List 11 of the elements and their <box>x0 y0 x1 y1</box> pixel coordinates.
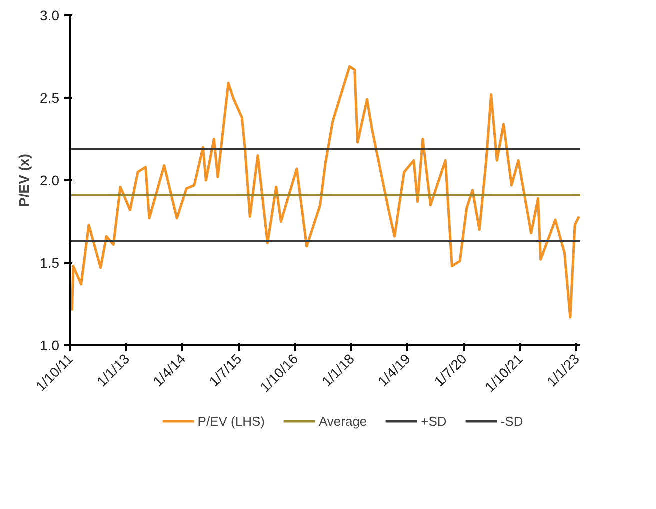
y-tick-label: 1.5 <box>40 255 60 271</box>
y-axis-title: P/EV (x) <box>16 154 32 207</box>
y-tick-label: 1.0 <box>40 338 60 354</box>
y-tick-label: 2.0 <box>40 172 60 188</box>
legend-label: +SD <box>421 414 447 428</box>
legend-label: P/EV (LHS) <box>198 414 265 428</box>
legend-label: Average <box>318 414 368 428</box>
y-tick-label: 2.5 <box>40 90 60 106</box>
legend-label: -SD <box>500 414 524 428</box>
y-tick-label: 3.0 <box>40 8 60 24</box>
line-series <box>70 65 580 319</box>
